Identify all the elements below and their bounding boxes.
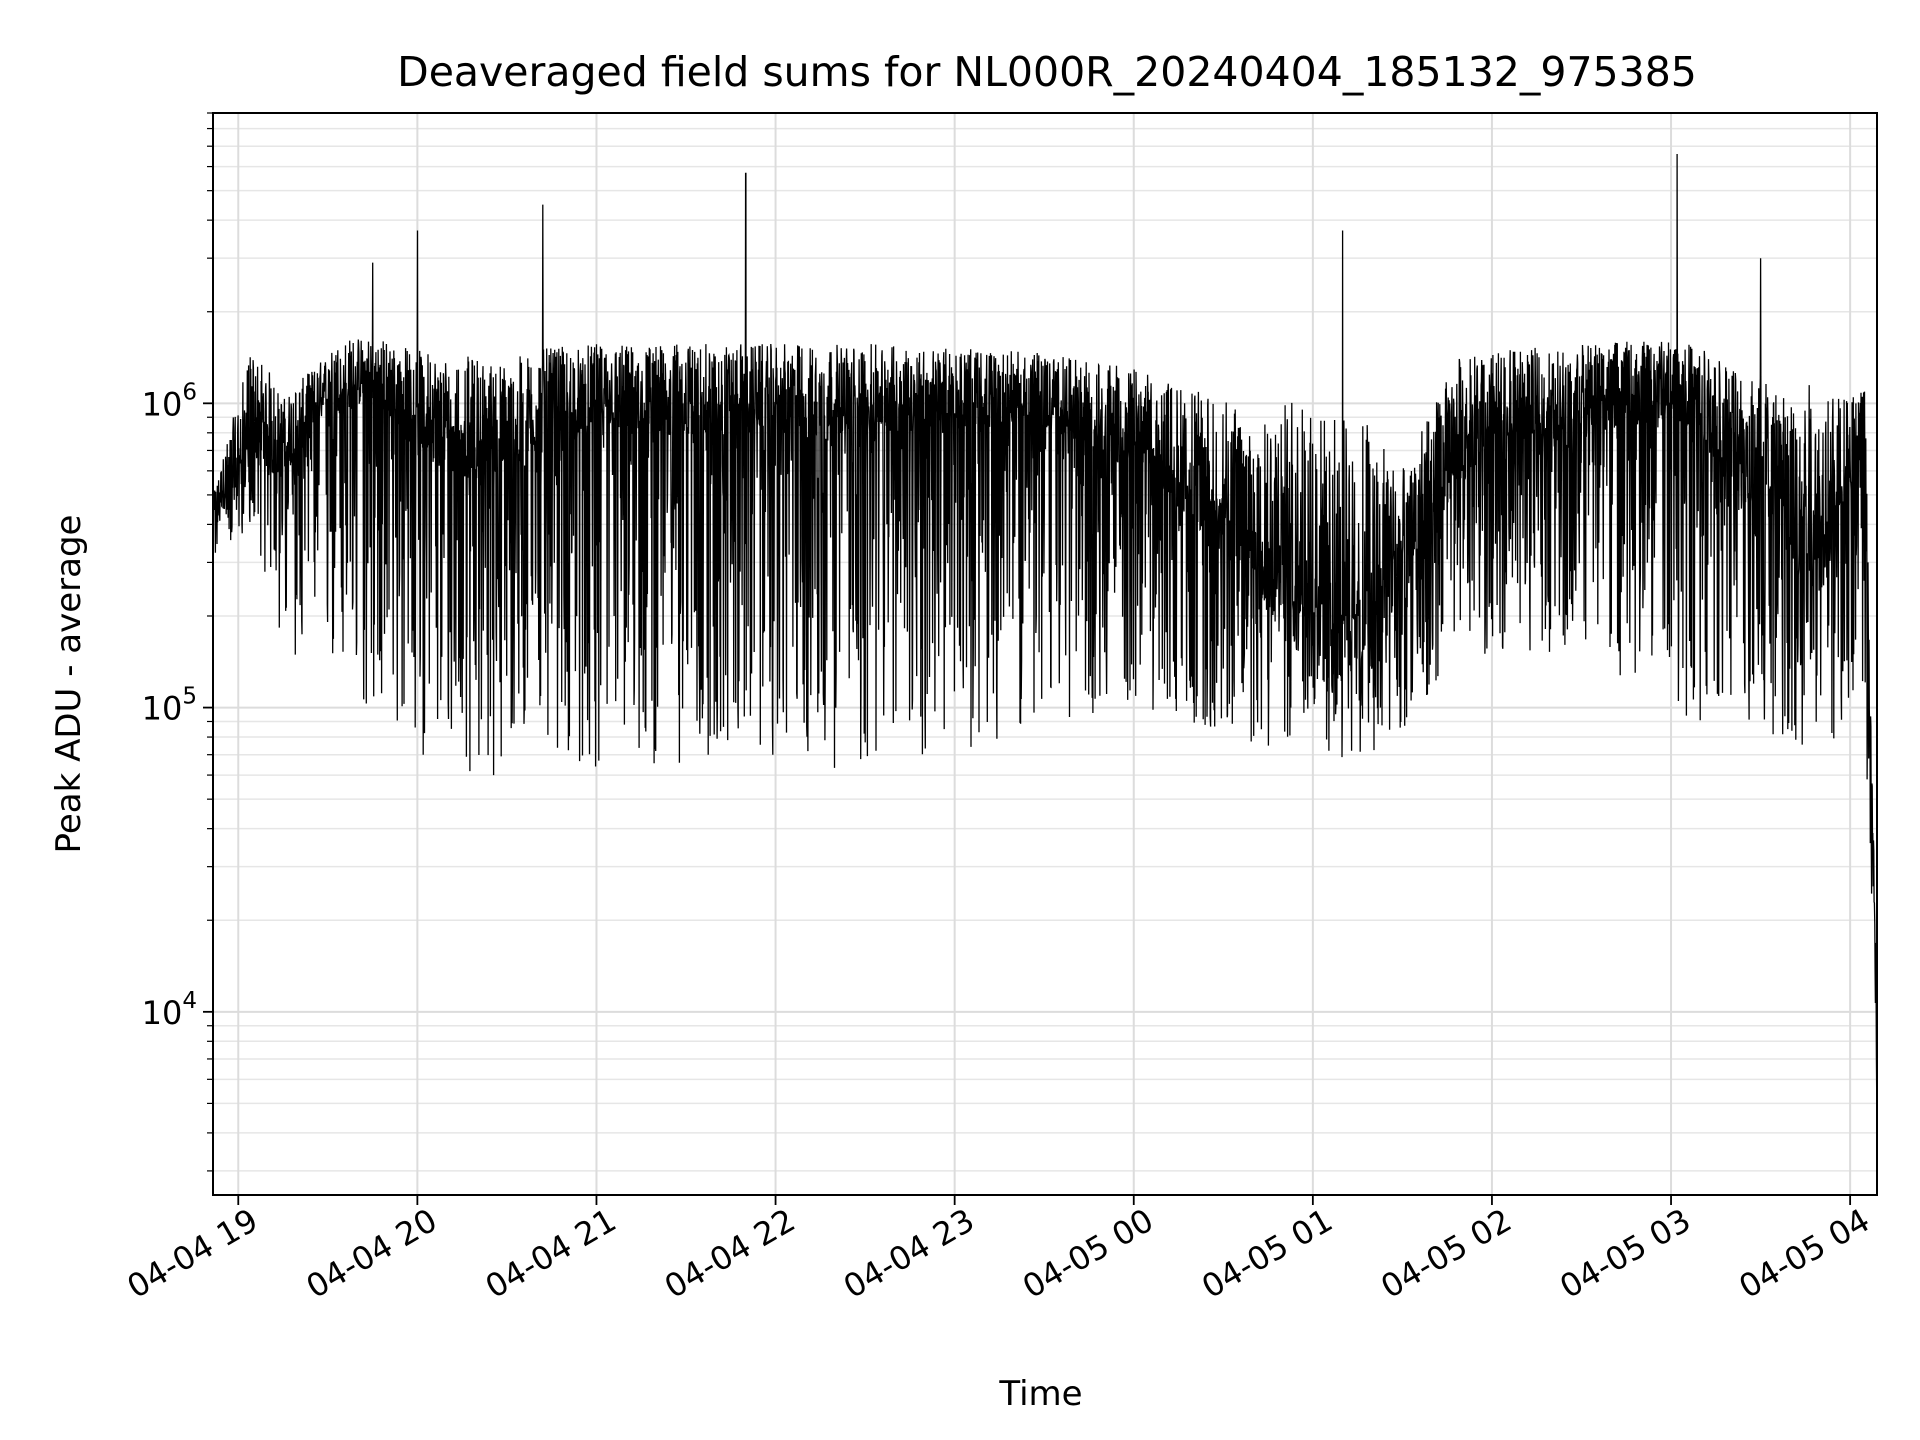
y-axis: 104 105 106 [142,112,213,1172]
y-axis-label: Peak ADU - average [49,515,89,854]
x-axis-label: Time [998,1374,1082,1414]
series-line [213,153,1878,1095]
y-tick-label: 106 [142,379,197,423]
plot-frame [212,112,1878,1196]
y-tick-label: 104 [142,988,197,1032]
chart-title: Deaveraged field sums for NL000R_2024040… [397,48,1697,96]
y-tick-label: 105 [142,684,197,728]
